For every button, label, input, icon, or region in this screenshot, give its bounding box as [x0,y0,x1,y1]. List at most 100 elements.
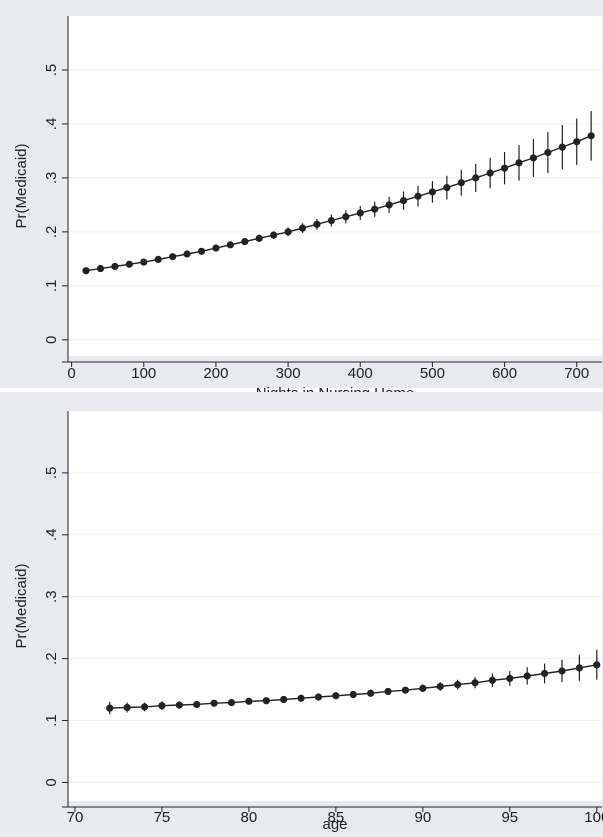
chart-panel-1: 0.1.2.3.4.50100200300400500600700Nights … [0,0,603,402]
data-point [523,672,531,680]
data-point [96,264,105,273]
data-point [297,694,305,702]
y-tick-label: .5 [43,64,60,77]
data-point [82,267,90,275]
data-point [327,216,335,225]
x-tick-label: 300 [276,365,301,382]
data-point [210,699,218,707]
data-point [106,704,114,712]
data-point [593,661,601,669]
data-point [443,184,451,192]
data-point [280,695,288,704]
data-point [558,143,566,151]
x-tick-label: 400 [348,365,373,382]
data-point [436,682,444,691]
data-point [371,205,379,213]
y-tick-label: .2 [43,226,60,239]
data-point [197,247,206,255]
y-tick-label: .4 [43,529,60,542]
x-tick-label: 100 [131,365,156,382]
data-point [454,681,462,689]
data-point [140,703,149,711]
data-point [227,698,236,707]
data-point [111,262,119,271]
y-tick-label: .2 [43,652,60,665]
plot-area [68,411,602,801]
data-point [154,255,162,263]
x-tick-label: 500 [420,365,445,382]
data-point [212,244,220,252]
x-tick-label: 0 [67,365,75,382]
data-point [587,132,595,140]
data-point [158,702,166,710]
y-tick-label: 0 [43,336,60,344]
data-point [255,234,263,242]
y-tick-label: .3 [43,590,60,603]
y-tick-label: .5 [43,467,60,480]
data-point [384,687,392,696]
data-point [515,159,523,167]
data-point [457,179,465,187]
data-point [486,169,494,177]
data-point [401,686,410,694]
data-point [314,693,323,701]
y-tick-label: .1 [43,280,60,293]
data-point [419,684,427,692]
data-point [193,700,201,709]
data-point [558,667,566,675]
x-tick-label: 80 [241,809,258,826]
data-point [298,224,307,232]
x-tick-label: 95 [501,809,518,826]
data-point [123,703,131,712]
data-point [169,253,177,261]
data-point [575,664,583,672]
data-point [183,250,191,258]
y-tick-label: 0 [43,778,60,786]
data-point [125,260,133,268]
y-tick-label: .3 [43,172,60,185]
data-point [241,237,249,246]
series-1 [82,110,595,275]
data-point [472,174,480,182]
data-point [529,154,538,162]
x-tick-label: 600 [492,365,517,382]
data-point [385,201,393,209]
x-tick-label: 100 [584,809,603,826]
data-point [471,679,479,687]
data-point [245,697,253,705]
data-point [500,164,509,172]
x-tick-label: 85 [328,809,345,826]
data-point [332,692,340,700]
y-axis-title: Pr(Medicaid) [13,143,30,228]
data-point [342,213,350,221]
series-1 [106,649,601,715]
y-tick-label: .1 [43,714,60,727]
x-tick-label: 75 [154,809,171,826]
x-axis-title: age [322,816,347,833]
data-point [356,209,364,217]
data-point [284,228,292,236]
data-point [540,669,549,678]
data-point [506,674,514,683]
data-point [226,241,234,249]
data-point [367,689,375,697]
chart-panel-2: 0 .1 .2 .3 .4 .5 70 75 80 85 90 95 100 age Pr(Medicaid… [0,392,603,837]
y-axis-title: Pr(Medicaid) [13,563,30,648]
plot-area [68,16,602,356]
x-tick-label: 700 [564,365,589,382]
data-point [414,192,422,200]
x-tick-label: 70 [67,809,84,826]
data-point [270,231,278,239]
data-point [488,676,497,684]
data-point [399,196,408,205]
data-point [428,188,437,196]
x-tick-label: 200 [203,365,228,382]
data-point [175,701,183,709]
x-tick-label: 90 [414,809,431,826]
y-tick-label: .4 [43,118,60,131]
data-point [573,138,581,146]
data-point [544,148,552,157]
data-point [313,220,321,228]
data-point [262,697,270,705]
